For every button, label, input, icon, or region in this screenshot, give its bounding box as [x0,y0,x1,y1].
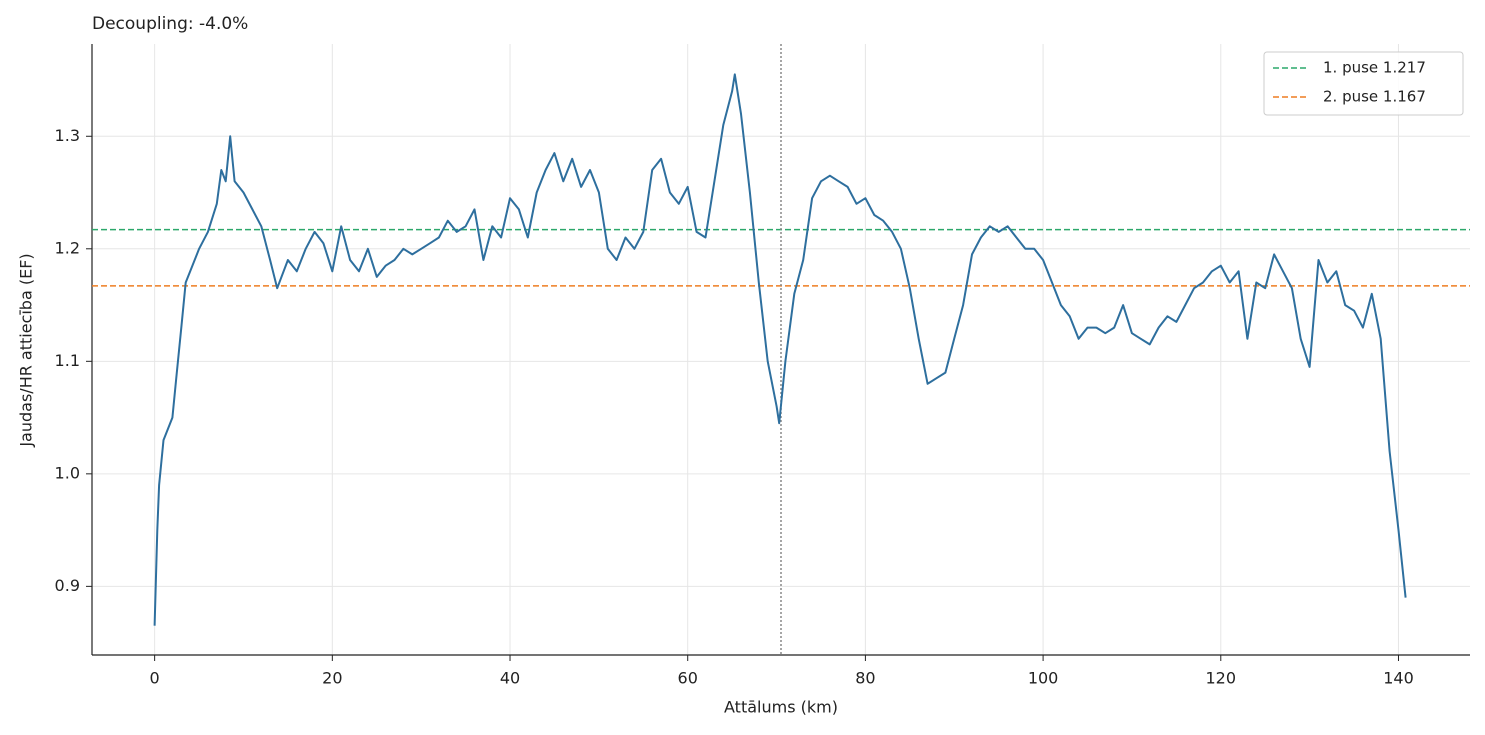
legend-label: 1. puse 1.217 [1323,59,1426,77]
x-tick-label: 20 [322,669,342,688]
y-tick-label: 0.9 [55,576,80,595]
x-tick-label: 40 [500,669,520,688]
x-tick-label: 140 [1383,669,1414,688]
y-tick-label: 1.2 [55,238,80,257]
y-tick-label: 1.3 [55,126,80,145]
x-axis-label: Attālums (km) [724,698,838,717]
data-line [153,73,1407,626]
legend-box [1263,51,1464,116]
x-tick-label: 100 [1028,669,1059,688]
chart-title: Decoupling: -4.0% [92,14,248,34]
x-tick-label: 80 [855,669,875,688]
x-tick-label: 0 [150,669,160,688]
x-tick-label: 120 [1206,669,1237,688]
y-tick-label: 1.0 [55,463,80,482]
y-axis-label: Jaudas/HR attiecība (EF) [17,253,36,447]
y-tick-label: 1.1 [55,351,80,370]
legend-label: 2. puse 1.167 [1323,88,1426,106]
x-tick-label: 60 [678,669,698,688]
